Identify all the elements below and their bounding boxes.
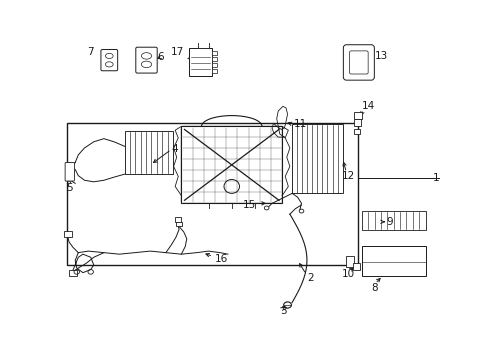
Text: 1: 1 — [433, 173, 440, 183]
Bar — [181, 126, 282, 203]
Bar — [212, 57, 217, 61]
Bar — [68, 122, 358, 265]
Bar — [69, 270, 77, 276]
FancyBboxPatch shape — [343, 45, 374, 80]
Bar — [212, 63, 217, 67]
Bar — [175, 217, 181, 222]
FancyBboxPatch shape — [101, 50, 118, 71]
Text: 12: 12 — [342, 171, 355, 181]
Text: 11: 11 — [294, 119, 307, 129]
Text: 8: 8 — [371, 283, 378, 293]
Bar — [346, 256, 354, 266]
Bar — [212, 50, 217, 55]
FancyBboxPatch shape — [349, 51, 368, 74]
Text: 10: 10 — [342, 269, 355, 279]
Bar — [292, 124, 343, 193]
Bar — [176, 222, 182, 226]
Bar — [189, 48, 212, 76]
Text: 14: 14 — [362, 101, 375, 111]
Text: 17: 17 — [171, 48, 184, 58]
Bar — [125, 131, 173, 174]
Text: 13: 13 — [375, 50, 389, 60]
Bar — [362, 211, 425, 230]
Bar — [362, 247, 425, 276]
Text: 9: 9 — [387, 217, 393, 227]
Text: 5: 5 — [66, 183, 73, 193]
Bar — [354, 112, 362, 119]
FancyBboxPatch shape — [65, 163, 74, 181]
Text: 15: 15 — [244, 200, 257, 210]
Bar — [64, 231, 72, 237]
Bar — [212, 69, 217, 73]
Text: 16: 16 — [215, 254, 228, 264]
Text: 7: 7 — [87, 48, 94, 58]
Bar — [354, 120, 361, 126]
Bar — [197, 42, 209, 48]
FancyBboxPatch shape — [136, 47, 157, 73]
Text: 6: 6 — [157, 52, 164, 62]
Bar — [353, 264, 361, 270]
Bar — [354, 129, 361, 134]
Text: 2: 2 — [308, 273, 314, 283]
Text: 4: 4 — [172, 144, 178, 154]
Text: 3: 3 — [280, 306, 287, 316]
